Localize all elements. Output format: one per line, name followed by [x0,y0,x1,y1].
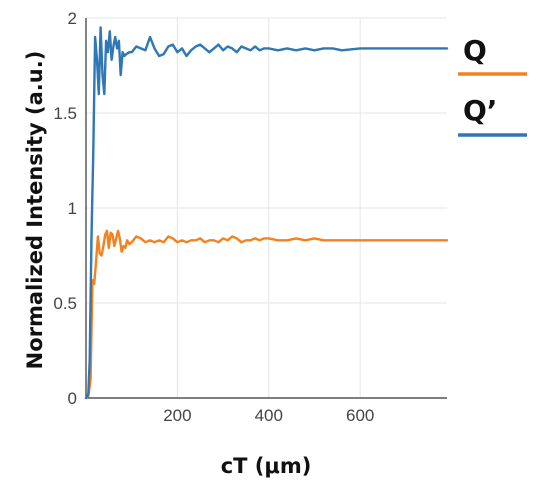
grid [86,17,447,398]
series-line-q [84,229,449,400]
tick-labels: 0 0.5 1 1.5 2 200 400 600 [53,9,374,425]
y-axis-title: Normalized Intensity (a.u.) [23,51,47,370]
legend-label-q-prime: Q’ [463,94,497,127]
x-axis-title: cT (μm) [221,454,312,478]
y-tick-label: 2 [68,9,77,28]
x-tick-label: 200 [163,406,191,425]
y-tick-label: 0 [68,389,77,408]
series-line-q-prime [84,26,449,400]
legend-label-q: Q [463,34,487,67]
y-tick-label: 1 [68,199,77,218]
x-tick-label: 400 [255,406,283,425]
x-tick-label: 600 [346,406,374,425]
legend: Q Q’ [458,34,527,137]
axes [85,18,447,399]
series-layer [84,26,449,400]
y-tick-label: 1.5 [53,104,77,123]
y-tick-label: 0.5 [53,294,77,313]
